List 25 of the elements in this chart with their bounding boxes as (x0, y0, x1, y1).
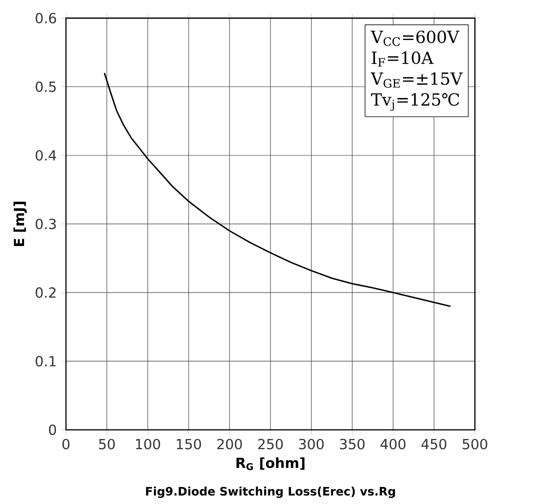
x-tick-label: 350 (340, 438, 365, 450)
x-tick-label: 450 (421, 438, 446, 450)
annotation: V$_{CC}$=600V (370, 30, 460, 46)
y-tick-label: 0.1 (36, 356, 56, 366)
y-tick-label: 0.5 (36, 81, 56, 92)
annotation: V$_{GE}$=±15V (370, 72, 463, 88)
x-tick-label: 400 (380, 438, 406, 450)
annotation: Tv$_{j}$=125℃ (371, 93, 460, 111)
x-tick-label: 250 (258, 438, 283, 450)
y-tick-label: 0 (48, 424, 56, 436)
annotation: I$_{F}$=10A (372, 51, 434, 67)
y-tick-label: 0.4 (36, 150, 56, 161)
y-tick-label: 0.2 (36, 287, 56, 298)
y-axis-title: E [mJ] (13, 202, 27, 246)
x-tick-label: 500 (462, 438, 488, 450)
y-tick-label: 0.3 (36, 218, 56, 230)
x-tick-label: 100 (136, 438, 160, 450)
y-tick-label: 0.6 (36, 12, 56, 24)
x-tick-label: 150 (176, 438, 201, 450)
caption: Fig9.Diode Switching Loss(Erec) vs.Rg (146, 486, 395, 498)
x-tick-label: 300 (299, 438, 324, 450)
x-tick-label: 50 (99, 438, 115, 450)
x-tick-label: 0 (62, 438, 70, 450)
x-tick-label: 200 (217, 438, 242, 450)
x-axis-title: R$_{G}$ [ohm] (236, 457, 304, 470)
